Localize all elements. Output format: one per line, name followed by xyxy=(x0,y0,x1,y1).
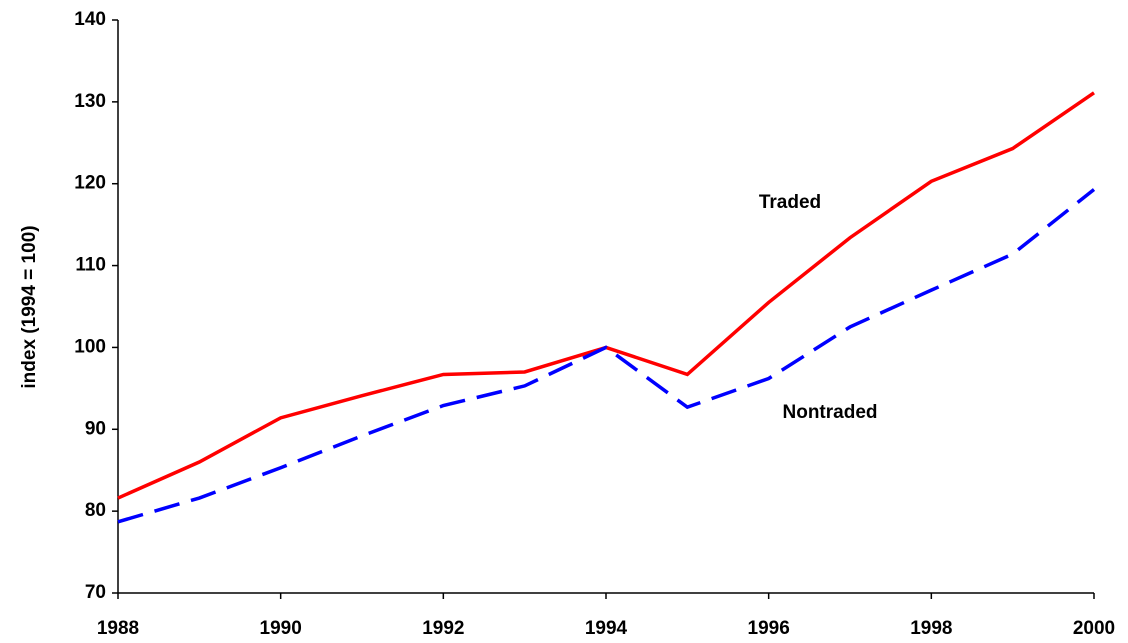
series-line xyxy=(117,91,1095,500)
x-tick-label: 1998 xyxy=(910,618,952,639)
x-tick-label: 1988 xyxy=(97,618,139,639)
series-line xyxy=(117,188,1096,524)
y-tick-label: 70 xyxy=(85,582,106,603)
y-tick-label: 130 xyxy=(74,91,106,112)
x-tick-label: 1994 xyxy=(585,618,628,639)
y-tick-label: 110 xyxy=(75,255,106,276)
x-tick-label: 1990 xyxy=(260,618,302,639)
x-tick-label: 2000 xyxy=(1073,618,1115,639)
series-label: Traded xyxy=(759,192,821,213)
x-tick-label: 1996 xyxy=(748,618,790,639)
y-tick-label: 140 xyxy=(74,9,106,30)
y-tick-label: 80 xyxy=(85,500,106,521)
y-tick-label: 100 xyxy=(74,336,106,357)
y-tick-label: 120 xyxy=(74,173,106,194)
series-label: Nontraded xyxy=(783,402,878,423)
y-axis-label: index (1994 = 100) xyxy=(19,225,40,388)
x-tick-label: 1992 xyxy=(422,618,464,639)
y-tick-label: 90 xyxy=(85,418,106,439)
